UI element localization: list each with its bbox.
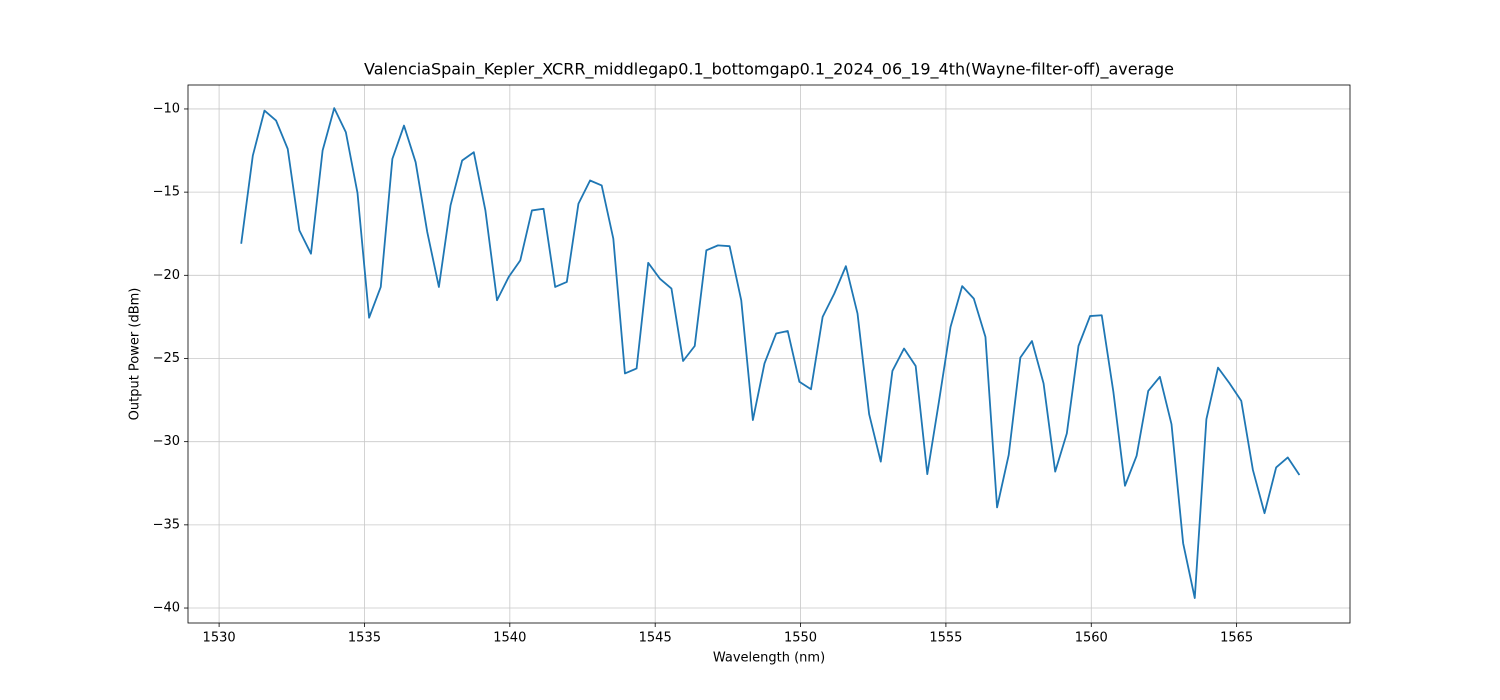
axes-frame <box>187 84 1351 624</box>
y-tick-label: −35 <box>153 517 180 532</box>
x-tick-label: 1535 <box>348 631 381 646</box>
x-tick-label: 1530 <box>203 631 236 646</box>
x-tick-label: 1540 <box>493 631 526 646</box>
y-tick-label: −15 <box>153 185 180 200</box>
y-tick-label: −10 <box>153 101 180 116</box>
y-tick-label: −25 <box>153 351 180 366</box>
x-tick-label: 1550 <box>784 631 817 646</box>
x-tick-label: 1545 <box>639 631 672 646</box>
y-tick-label: −30 <box>153 434 180 449</box>
y-tick-label: −20 <box>153 268 180 283</box>
plot <box>240 107 1301 599</box>
x-tick-label: 1560 <box>1075 631 1108 646</box>
x-tick-label: 1555 <box>929 631 962 646</box>
chart-title: ValenciaSpain_Kepler_XCRR_middlegap0.1_b… <box>364 60 1174 80</box>
x-axis-label: Wavelength (nm) <box>713 651 825 666</box>
y-axis-label: Output Power (dBm) <box>128 288 143 421</box>
x-tick-label: 1565 <box>1220 631 1253 646</box>
data-line <box>240 107 1301 599</box>
y-tick-label: −40 <box>153 601 180 616</box>
